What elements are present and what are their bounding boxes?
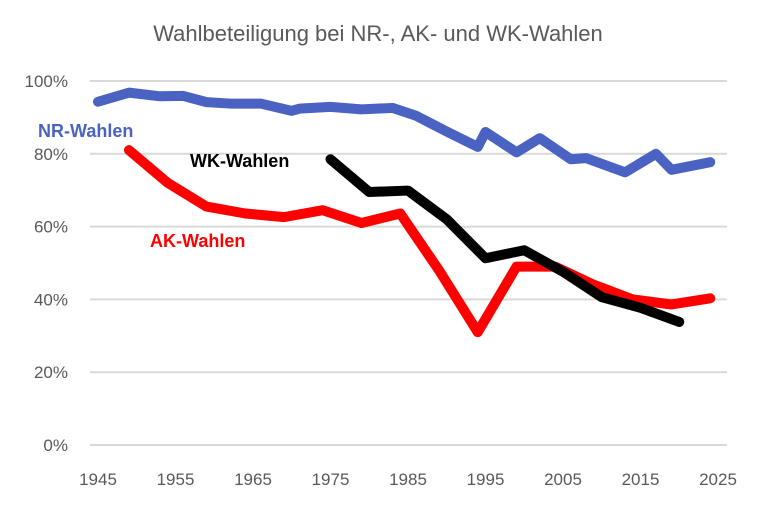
y-tick-label: 60% — [34, 218, 68, 237]
series-label-ak: AK-Wahlen — [150, 231, 245, 251]
y-tick-label: 20% — [34, 363, 68, 382]
x-tick-label: 1945 — [79, 470, 117, 489]
y-tick-label: 80% — [34, 145, 68, 164]
x-tick-label: 1965 — [234, 470, 272, 489]
y-tick-label: 40% — [34, 290, 68, 309]
y-tick-label: 0% — [43, 436, 68, 455]
x-tick-label: 1995 — [467, 470, 505, 489]
x-tick-label: 1985 — [389, 470, 427, 489]
series-line-ak-wahlen — [124, 145, 716, 338]
x-tick-label: 1955 — [157, 470, 195, 489]
x-tick-label: 2005 — [544, 470, 582, 489]
series-label-nr: NR-Wahlen — [38, 121, 133, 141]
y-tick-label: 100% — [25, 72, 68, 91]
x-tick-label: 2025 — [699, 470, 737, 489]
series-line-wk-wahlen — [325, 154, 685, 327]
series-label-wk: WK-Wahlen — [190, 151, 289, 171]
x-tick-label: 2015 — [622, 470, 660, 489]
x-tick-label: 1975 — [312, 470, 350, 489]
series-line-nr-wahlen — [93, 87, 716, 178]
chart-title: Wahlbeteiligung bei NR-, AK- und WK-Wahl… — [153, 21, 603, 46]
